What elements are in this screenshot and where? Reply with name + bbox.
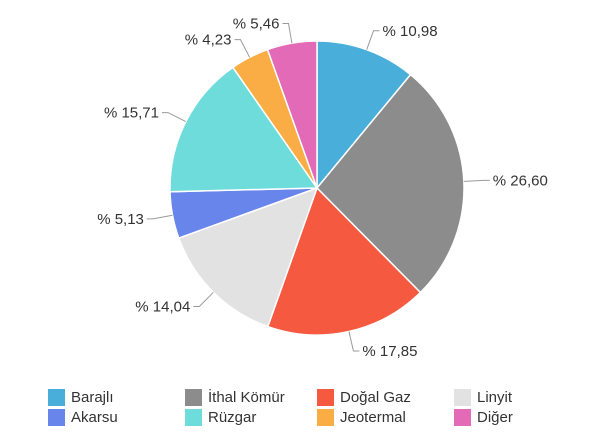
label-leader-line bbox=[463, 179, 490, 182]
data-label: % 14,04 bbox=[135, 299, 190, 316]
label-leader-line bbox=[348, 331, 360, 352]
legend-item-linyit[interactable]: Linyit bbox=[454, 388, 574, 406]
legend-item-dogal-gaz[interactable]: Doğal Gaz bbox=[317, 388, 454, 406]
data-label: % 15,71 bbox=[104, 105, 159, 122]
legend-label: Linyit bbox=[477, 388, 513, 406]
legend-item-diger[interactable]: Diğer bbox=[454, 408, 574, 426]
legend-label: Jeotermal bbox=[340, 408, 406, 426]
data-label: % 10,98 bbox=[383, 23, 438, 40]
data-label: % 5,46 bbox=[233, 16, 280, 33]
legend-label: Doğal Gaz bbox=[340, 388, 411, 406]
legend-item-barajli[interactable]: Barajlı bbox=[48, 388, 185, 406]
data-label: % 17,85 bbox=[362, 343, 417, 360]
label-leader-line bbox=[366, 30, 380, 50]
pie-chart: % 10,98 % 26,60 % 17,85 % 14,04 % 5,13 % 15,7… bbox=[97, 16, 548, 361]
pie-slice[interactable] bbox=[316, 40, 412, 191]
pie-slice[interactable] bbox=[169, 66, 319, 193]
chart-legend: Barajlı İthal Kömür Doğal Gaz Linyit Aka… bbox=[48, 388, 588, 426]
legend-swatch bbox=[48, 388, 65, 406]
label-leader-line bbox=[282, 23, 293, 44]
legend-label: Diğer bbox=[477, 408, 513, 426]
legend-label: Akarsu bbox=[71, 408, 118, 426]
legend-item-ruzgar[interactable]: Rüzgar bbox=[185, 408, 317, 426]
legend-label: Barajlı bbox=[71, 388, 114, 406]
data-label: % 26,60 bbox=[493, 172, 548, 189]
legend-swatch bbox=[454, 388, 471, 406]
legend-label: Rüzgar bbox=[208, 408, 257, 426]
pie-slice[interactable] bbox=[177, 186, 319, 328]
legend-item-jeotermal[interactable]: Jeotermal bbox=[317, 408, 454, 426]
legend-swatch bbox=[454, 408, 471, 426]
legend-swatch bbox=[185, 408, 202, 426]
label-leader-line bbox=[234, 39, 251, 58]
legend-swatch bbox=[48, 408, 65, 426]
legend-swatch bbox=[317, 388, 334, 406]
pie-slice[interactable] bbox=[315, 73, 465, 294]
data-label: % 5,13 bbox=[97, 211, 144, 228]
legend-item-ithal-komur[interactable]: İthal Kömür bbox=[185, 388, 317, 406]
legend-swatch bbox=[317, 408, 334, 426]
legend-item-akarsu[interactable]: Akarsu bbox=[48, 408, 185, 426]
legend-label: İthal Kömür bbox=[208, 388, 285, 406]
label-leader-line bbox=[193, 291, 214, 307]
pie-slice[interactable] bbox=[266, 186, 422, 336]
legend-swatch bbox=[185, 388, 202, 406]
label-leader-line bbox=[146, 214, 173, 220]
label-leader-line bbox=[162, 112, 187, 123]
pie-slice[interactable] bbox=[266, 40, 318, 189]
data-label: % 4,23 bbox=[185, 32, 232, 49]
